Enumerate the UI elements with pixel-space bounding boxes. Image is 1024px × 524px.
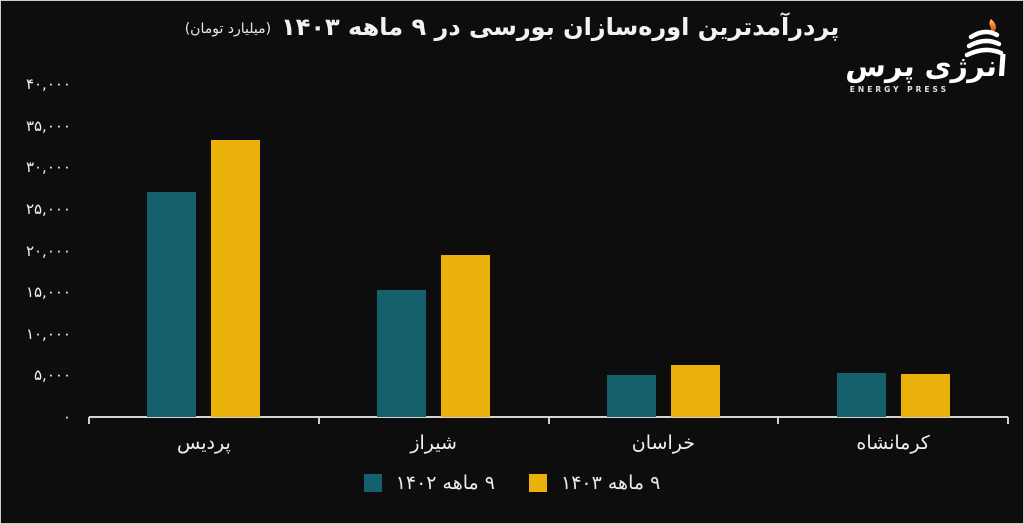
y-axis-tick-label: ۱۰,۰۰۰ xyxy=(25,324,71,343)
y-axis-tick-label: ۱۵,۰۰۰ xyxy=(25,283,71,302)
y-axis-tick-label: ۳۵,۰۰۰ xyxy=(25,116,71,135)
legend-item: ۹ ماهه ۱۴۰۳ xyxy=(529,472,660,494)
bar-prev-year xyxy=(606,374,656,417)
legend: ۹ ماهه ۱۴۰۲ ۹ ماهه ۱۴۰۳ xyxy=(1,472,1023,494)
title-unit-label: (میلیارد تومان) xyxy=(184,21,272,37)
x-axis-category-label: خراسان xyxy=(631,432,695,454)
x-axis-tick xyxy=(777,417,780,424)
legend-label: ۹ ماهه ۱۴۰۳ xyxy=(561,472,661,494)
x-axis-tick xyxy=(88,417,90,424)
y-axis-tick-label: ۳۰,۰۰۰ xyxy=(25,158,71,177)
x-axis-tick xyxy=(317,417,320,424)
x-axis-category-label: کرمانشاه xyxy=(856,432,930,454)
logo-tagline: ENERGY PRESS xyxy=(849,85,949,94)
y-axis-tick-label: ۲۵,۰۰۰ xyxy=(25,199,71,218)
x-axis-category-label: شیراز xyxy=(410,432,457,454)
title-row: پردرآمدترین اوره‌سازان بورسی در ۹ ماهه ۱… xyxy=(1,13,1023,41)
y-axis-tick-label: ۴۰,۰۰۰ xyxy=(25,75,71,93)
bar-prev-year xyxy=(377,290,427,417)
x-axis-tick xyxy=(547,417,550,424)
bar-prev-year xyxy=(147,192,197,417)
bar-curr-year xyxy=(670,365,720,417)
y-axis-tick-label: ۰ xyxy=(62,408,71,426)
legend-item: ۹ ماهه ۱۴۰۲ xyxy=(363,472,495,494)
energy-press-logo: انرژی پرس ENERGY PRESS xyxy=(812,19,1008,99)
y-axis-tick-label: ۵,۰۰۰ xyxy=(34,366,71,385)
page-title: پردرآمدترین اوره‌سازان بورسی در ۹ ماهه ۱… xyxy=(281,13,840,41)
x-axis-category-label: پردیس xyxy=(177,432,231,454)
x-axis-tick xyxy=(1007,417,1009,424)
flame-icon xyxy=(964,19,1004,58)
legend-label: ۹ ماهه ۱۴۰۲ xyxy=(395,472,495,494)
bar-prev-year xyxy=(836,372,886,417)
bar-curr-year xyxy=(900,373,950,417)
bar-curr-year xyxy=(211,139,261,417)
legend-swatch xyxy=(363,474,382,492)
legend-swatch xyxy=(529,474,547,492)
y-axis-tick-label: ۲۰,۰۰۰ xyxy=(25,241,71,260)
bar-curr-year xyxy=(441,255,491,417)
